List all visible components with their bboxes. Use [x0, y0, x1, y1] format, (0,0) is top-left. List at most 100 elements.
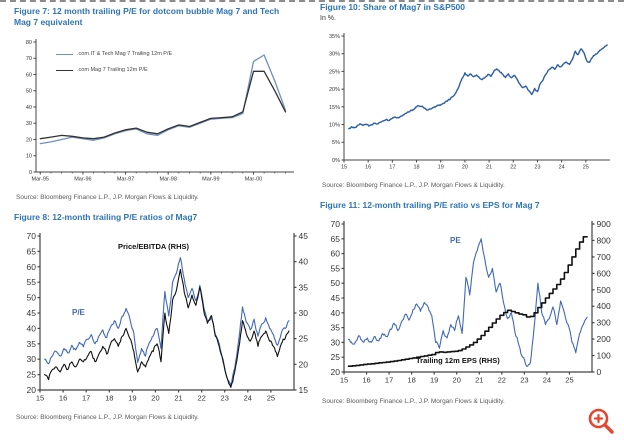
svg-text:15%: 15% — [329, 105, 340, 111]
figure-7-source: Source: Bloomberg Finance L.P., J.P. Mor… — [16, 194, 199, 201]
figure-7-title: Figure 7: 12 month trailing P/E for dotc… — [14, 6, 280, 28]
svg-text:900: 900 — [597, 219, 611, 229]
svg-text:17: 17 — [82, 394, 90, 403]
svg-text:21: 21 — [475, 376, 483, 385]
svg-text:0%: 0% — [332, 158, 340, 164]
figure-11-panel: Figure 11: 12-month trailing P/E ratio v… — [320, 200, 624, 426]
svg-text:10: 10 — [26, 154, 32, 160]
figure-8-ebitda-label: Price/EBITDA (RHS) — [118, 242, 189, 251]
figure-11-eps-label: Trailing 12m EPS (RHS) — [416, 356, 500, 365]
svg-text:15: 15 — [36, 394, 44, 403]
svg-text:25%: 25% — [329, 69, 340, 75]
svg-text:40: 40 — [299, 257, 309, 267]
figure-7-legend: .com IT & Tech Mag 7 Trailing 12m P/E .c… — [56, 51, 172, 83]
figure-11-title: Figure 11: 12-month trailing P/E ratio v… — [320, 200, 540, 210]
svg-text:24: 24 — [244, 394, 252, 403]
svg-text:40: 40 — [331, 308, 341, 318]
svg-text:23: 23 — [534, 165, 540, 171]
svg-text:23: 23 — [221, 394, 229, 403]
svg-text:0: 0 — [597, 367, 602, 377]
figure-10-panel: Figure 10: Share of Mag7 in S&P500 In %.… — [320, 2, 622, 198]
svg-text:60: 60 — [26, 72, 32, 78]
svg-text:40: 40 — [27, 323, 37, 333]
svg-text:20: 20 — [27, 385, 37, 395]
zoom-in-icon[interactable] — [586, 406, 616, 436]
svg-text:500: 500 — [597, 285, 611, 295]
svg-text:15: 15 — [340, 376, 348, 385]
svg-text:21: 21 — [174, 394, 182, 403]
legend-label: .com IT & Tech Mag 7 Trailing 12m P/E — [77, 51, 173, 57]
svg-text:400: 400 — [597, 301, 611, 311]
svg-text:24: 24 — [559, 165, 565, 171]
line-swatch-blue — [56, 53, 73, 55]
svg-text:20: 20 — [331, 367, 341, 377]
svg-text:800: 800 — [597, 235, 611, 245]
svg-text:22: 22 — [498, 376, 506, 385]
figure-10-source: Source: Bloomberg Finance L.P., J.P. Mor… — [322, 182, 505, 189]
svg-text:65: 65 — [27, 246, 37, 256]
svg-text:30: 30 — [26, 121, 32, 127]
svg-text:600: 600 — [597, 268, 611, 278]
svg-text:20: 20 — [26, 137, 32, 143]
svg-text:Mar-98: Mar-98 — [159, 177, 176, 183]
svg-text:30: 30 — [331, 337, 341, 347]
svg-text:300: 300 — [597, 318, 611, 328]
svg-text:60: 60 — [27, 262, 37, 272]
svg-text:18: 18 — [413, 165, 419, 171]
svg-text:Mar-96: Mar-96 — [74, 177, 91, 183]
figure-8-title: Figure 8: 12-month trailing P/E ratios o… — [14, 212, 198, 222]
svg-text:25: 25 — [299, 334, 309, 344]
svg-text:50: 50 — [331, 278, 341, 288]
svg-text:35: 35 — [299, 282, 309, 292]
figure-7-panel: Figure 7: 12 month trailing P/E for dotc… — [14, 6, 314, 208]
legend-item: .com IT & Tech Mag 7 Trailing 12m P/E — [56, 51, 172, 57]
svg-text:60: 60 — [331, 249, 341, 259]
figure-8-panel: Figure 8: 12-month trailing P/E ratios o… — [14, 212, 322, 434]
svg-text:30: 30 — [299, 308, 309, 318]
svg-text:30%: 30% — [329, 52, 340, 58]
svg-text:17: 17 — [389, 165, 395, 171]
svg-text:70: 70 — [331, 219, 341, 229]
figure-10-subtitle: In %. — [320, 15, 336, 23]
figure-7-chart: 0 10 20 30 40 50 60 70 80 Mar-95 Mar-96 Mar-97 Mar-9… — [26, 39, 294, 183]
legend-label: .com Mag 7 Trailing 12m P/E — [77, 67, 148, 73]
svg-text:70: 70 — [26, 56, 32, 62]
svg-text:65: 65 — [331, 234, 341, 244]
svg-text:22: 22 — [197, 394, 205, 403]
svg-text:Mar-95: Mar-95 — [32, 177, 49, 183]
svg-text:25: 25 — [583, 165, 589, 171]
svg-text:0: 0 — [29, 170, 32, 176]
svg-text:45: 45 — [27, 308, 37, 318]
svg-text:70: 70 — [27, 231, 37, 241]
svg-text:25: 25 — [565, 376, 573, 385]
figure-10-chart: 0% 5% 10% 15% 20% 25% 30% 35% 15 16 17 18 19 20 21 22 23… — [329, 33, 610, 171]
svg-text:20: 20 — [453, 376, 461, 385]
svg-text:200: 200 — [597, 334, 611, 344]
svg-text:20%: 20% — [329, 87, 340, 93]
svg-text:16: 16 — [362, 376, 370, 385]
svg-text:50: 50 — [27, 293, 37, 303]
svg-text:19: 19 — [430, 376, 438, 385]
figure-11-chart: 2025303540455055606570010020030040050060… — [331, 219, 611, 385]
svg-text:25: 25 — [331, 352, 341, 362]
svg-text:10%: 10% — [329, 122, 340, 128]
svg-text:55: 55 — [331, 263, 341, 273]
svg-text:40: 40 — [26, 105, 32, 111]
svg-text:Mar-00: Mar-00 — [245, 177, 262, 183]
svg-text:16: 16 — [365, 165, 371, 171]
line-swatch-black — [56, 69, 73, 71]
svg-text:21: 21 — [486, 165, 492, 171]
svg-text:25: 25 — [267, 394, 275, 403]
svg-text:Mar-99: Mar-99 — [202, 177, 219, 183]
svg-text:100: 100 — [597, 351, 611, 361]
svg-text:50: 50 — [26, 89, 32, 95]
svg-text:15: 15 — [341, 165, 347, 171]
svg-text:30: 30 — [27, 354, 37, 364]
svg-text:18: 18 — [407, 376, 415, 385]
svg-text:22: 22 — [510, 165, 516, 171]
svg-text:18: 18 — [105, 394, 113, 403]
svg-text:35: 35 — [27, 339, 37, 349]
svg-text:15: 15 — [299, 385, 309, 395]
svg-text:55: 55 — [27, 277, 37, 287]
